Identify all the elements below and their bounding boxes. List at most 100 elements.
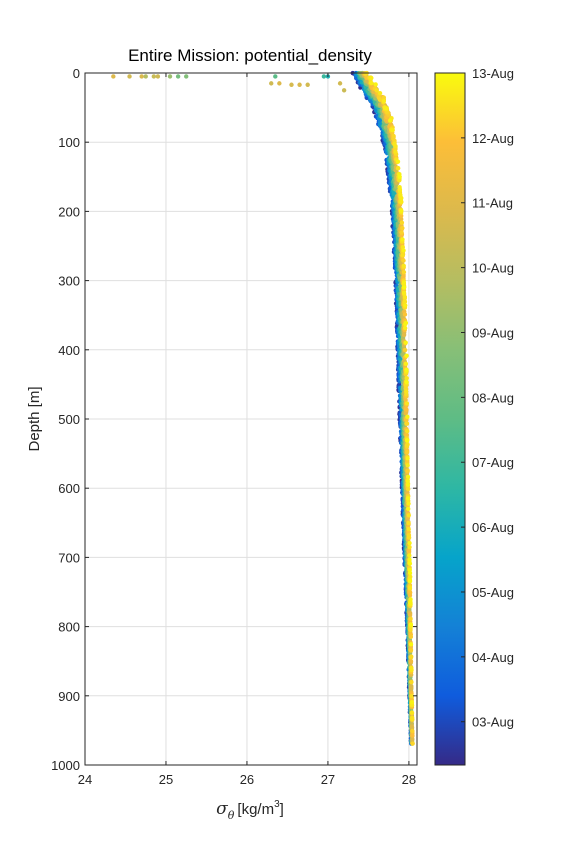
data-point xyxy=(404,449,410,455)
y-tick-label: 600 xyxy=(58,481,80,496)
data-point xyxy=(384,106,389,111)
data-point xyxy=(402,347,408,353)
data-point xyxy=(408,685,414,691)
colorbar-tick-label: 13-Aug xyxy=(472,66,514,81)
data-point xyxy=(400,237,405,242)
x-tick-label: 26 xyxy=(240,772,254,787)
data-point xyxy=(405,474,411,480)
data-point xyxy=(401,263,406,268)
data-point xyxy=(409,724,415,729)
data-point xyxy=(408,648,414,653)
data-point xyxy=(404,432,410,438)
data-point xyxy=(405,486,411,492)
data-point xyxy=(397,174,402,180)
data-point xyxy=(405,468,410,473)
outlier-point xyxy=(127,74,132,79)
colorbar-tick-label: 12-Aug xyxy=(472,131,514,146)
data-point xyxy=(401,258,406,263)
data-point xyxy=(402,325,408,331)
data-point xyxy=(408,642,414,647)
outlier-point xyxy=(305,82,310,87)
data-point xyxy=(404,438,410,443)
data-point xyxy=(400,244,405,250)
data-point xyxy=(397,187,403,192)
data-point xyxy=(407,561,413,566)
outlier-point xyxy=(321,74,327,79)
data-point xyxy=(398,216,404,222)
outlier-point xyxy=(151,74,157,79)
data-point xyxy=(404,375,409,381)
data-point xyxy=(391,133,396,139)
data-point xyxy=(399,195,404,201)
data-point xyxy=(387,118,393,123)
data-point xyxy=(406,520,411,526)
data-point xyxy=(403,321,408,327)
data-point xyxy=(401,280,407,285)
outlier-point xyxy=(277,81,282,86)
outlier-point xyxy=(143,74,148,79)
data-point xyxy=(401,332,407,338)
data-point xyxy=(401,290,407,295)
data-point xyxy=(402,294,408,300)
data-point xyxy=(407,579,413,584)
y-tick-label: 1000 xyxy=(51,758,80,773)
x-axis-title-units: [kg/m xyxy=(237,801,274,818)
data-point xyxy=(404,421,410,426)
outlier-point xyxy=(289,82,294,87)
y-tick-label: 100 xyxy=(58,135,80,150)
outlier-point xyxy=(175,74,181,79)
data-point xyxy=(407,545,412,550)
x-tick-label: 24 xyxy=(78,772,92,787)
x-axis-title: σθ [kg/m3] xyxy=(216,799,284,822)
data-point xyxy=(409,699,415,705)
data-point xyxy=(403,411,408,416)
outlier-point xyxy=(111,74,116,79)
outlier-point xyxy=(167,74,173,79)
outlier-point xyxy=(155,74,161,79)
data-point xyxy=(407,557,412,562)
data-point xyxy=(404,353,409,358)
data-point xyxy=(374,88,379,93)
data-point xyxy=(409,665,414,671)
colorbar-tick-label: 11-Aug xyxy=(472,196,513,211)
data-point xyxy=(381,98,387,104)
colorbar-tick-label: 07-Aug xyxy=(472,455,514,470)
y-tick-label: 500 xyxy=(58,412,80,427)
y-tick-label: 400 xyxy=(58,343,80,358)
data-point xyxy=(406,506,411,512)
x-axis-title-power: 3 xyxy=(274,799,280,810)
data-point xyxy=(405,482,411,488)
x-axis: 24 25 26 27 28 xyxy=(78,73,416,787)
data-point xyxy=(403,303,408,308)
colorbar-tick-label: 06-Aug xyxy=(472,520,514,535)
outlier-point xyxy=(297,82,302,87)
data-point xyxy=(401,269,407,275)
data-point xyxy=(409,693,414,699)
data-point xyxy=(399,220,405,225)
data-point xyxy=(406,549,412,554)
data-point xyxy=(404,389,409,394)
data-point xyxy=(407,585,413,591)
outlier-point xyxy=(337,81,343,86)
data-point xyxy=(408,634,414,640)
data-point xyxy=(405,463,410,468)
data-point xyxy=(408,597,413,602)
data-point xyxy=(392,141,397,146)
data-point xyxy=(405,496,411,501)
data-point xyxy=(408,627,413,633)
data-point xyxy=(397,177,402,183)
data-point xyxy=(410,736,415,742)
data-point xyxy=(400,253,405,258)
data-point xyxy=(369,80,374,86)
x-axis-title-symbol: σ xyxy=(216,799,228,819)
data-point xyxy=(381,95,387,100)
data-point xyxy=(405,456,410,461)
x-axis-title-units-end: ] xyxy=(280,801,284,818)
x-tick-label: 25 xyxy=(159,772,173,787)
outlier-point xyxy=(273,74,278,79)
data-point xyxy=(404,380,409,385)
x-tick-label: 28 xyxy=(402,772,416,787)
data-point xyxy=(395,159,401,164)
chart-title: Entire Mission: potential_density xyxy=(128,46,372,65)
